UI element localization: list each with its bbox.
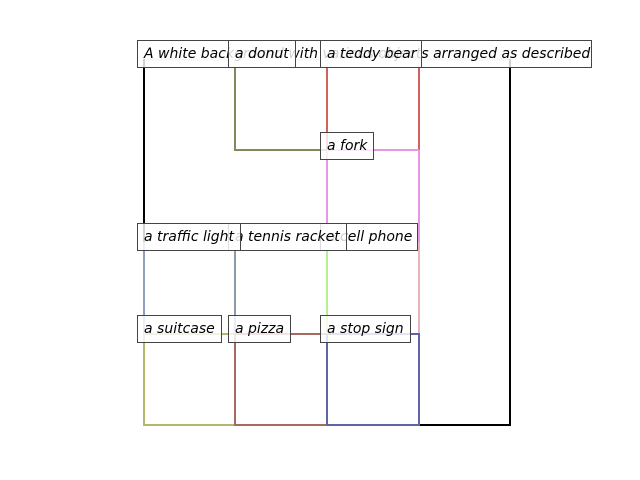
suitcase-box: [143, 333, 235, 426]
fork-label: a fork: [320, 132, 375, 160]
donut-label: a donut: [228, 40, 296, 68]
teddy-bear-label: a teddy bear: [320, 40, 422, 68]
traffic-light-label: a traffic light: [137, 223, 242, 251]
pizza-box: [234, 333, 327, 426]
donut-box: [234, 59, 327, 151]
tennis-racket-label: a tennis racket: [228, 223, 347, 251]
stop-sign-box: [326, 333, 420, 426]
pizza-label: a pizza: [228, 315, 292, 343]
stop-sign-label: a stop sign: [320, 315, 411, 343]
suitcase-label: a suitcase: [137, 315, 222, 343]
